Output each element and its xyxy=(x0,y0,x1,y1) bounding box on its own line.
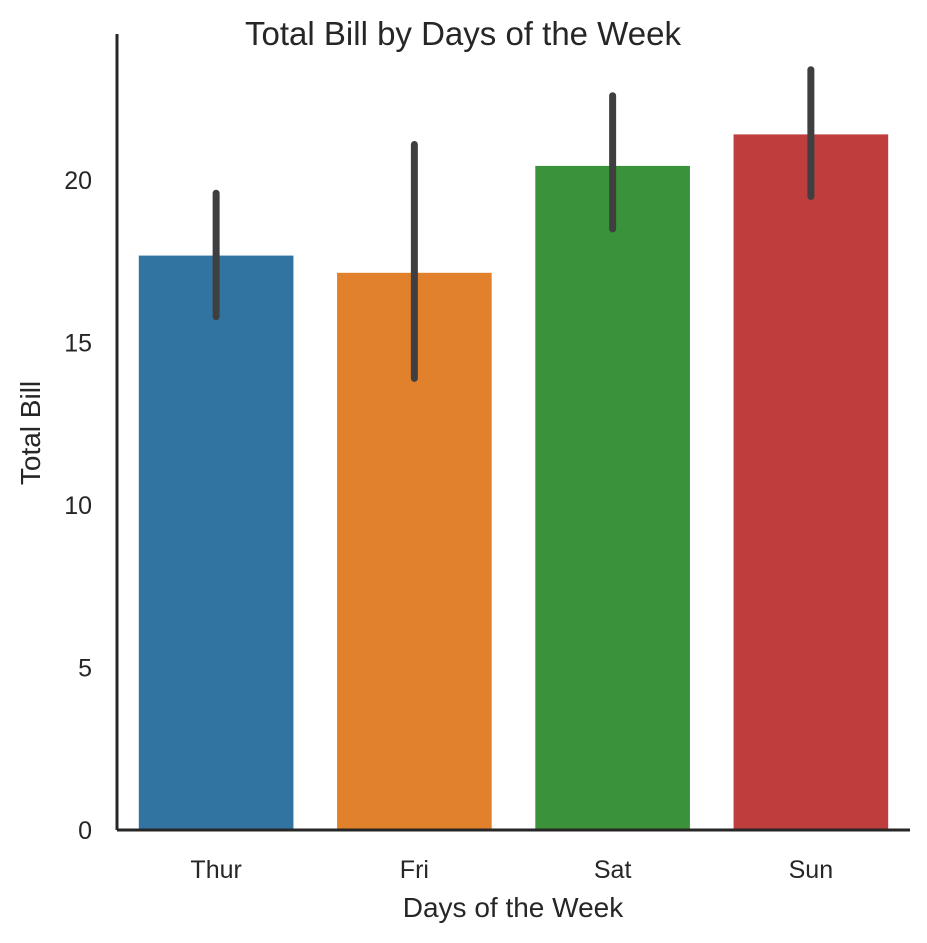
x-axis-label: Days of the Week xyxy=(403,892,624,923)
x-tick-label: Fri xyxy=(400,856,429,884)
chart-title: Total Bill by Days of the Week xyxy=(245,15,681,52)
y-tick-label: 20 xyxy=(64,167,92,195)
error-bars-layer xyxy=(212,66,815,382)
y-tick-label: 15 xyxy=(64,330,92,358)
bars-layer xyxy=(138,134,889,831)
y-tick-label: 10 xyxy=(64,492,92,520)
y-axis-label: Total Bill xyxy=(15,381,46,485)
y-ticks-layer: 0 5 10 15 20 xyxy=(64,167,92,845)
x-tick-label: Thur xyxy=(190,856,241,884)
x-ticks-layer: Thur Fri Sat Sun xyxy=(190,856,833,884)
bar-thur xyxy=(138,255,294,830)
y-tick-label: 0 xyxy=(78,817,92,845)
bar-sun xyxy=(733,134,889,831)
bar-sat xyxy=(535,165,690,830)
x-tick-label: Sun xyxy=(789,856,833,884)
x-tick-label: Sat xyxy=(594,856,632,884)
y-tick-label: 5 xyxy=(78,655,92,683)
